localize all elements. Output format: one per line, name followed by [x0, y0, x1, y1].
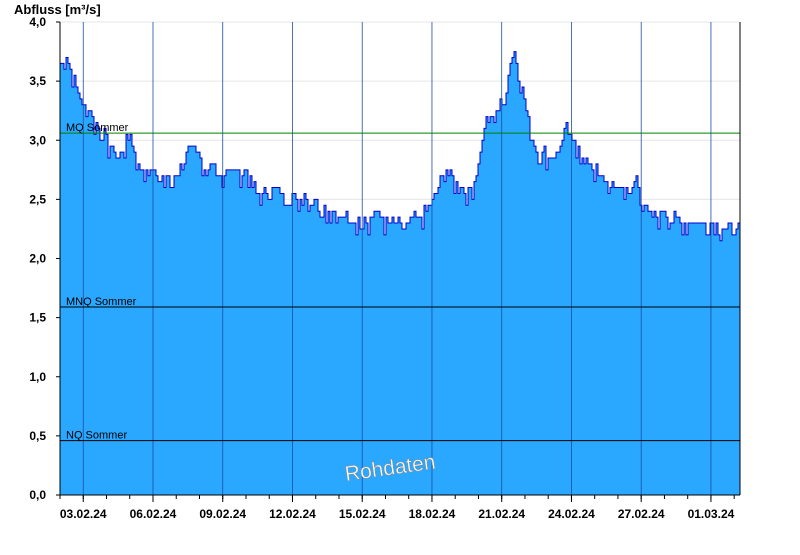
series-layer: [60, 51, 741, 495]
reference-line-label: MQ Sommer: [66, 122, 129, 134]
x-tick-label: 15.02.24: [339, 507, 386, 521]
x-tick-label: 12.02.24: [269, 507, 316, 521]
x-tick-label: 03.02.24: [60, 507, 107, 521]
x-tick-label: 01.03.24: [688, 507, 735, 521]
x-tick-label: 06.02.24: [130, 507, 177, 521]
y-tick-label: 1,0: [29, 370, 46, 384]
x-tick-label: 27.02.24: [618, 507, 665, 521]
y-tick-label: 0,5: [29, 429, 46, 443]
x-tick-label: 21.02.24: [478, 507, 525, 521]
y-tick-label: 1,5: [29, 311, 46, 325]
y-tick-label: 4,0: [29, 15, 46, 29]
axes: 0,0 0,5 1,0 1,5 2,0 2,5 3,0 3,5 4,0 03.02.24 06.02…: [29, 15, 741, 521]
day-lines: [82, 22, 712, 495]
series-line: [60, 51, 741, 242]
x-tick-label: 18.02.24: [409, 507, 456, 521]
series-area-fill: [60, 51, 740, 495]
x-tick-label: 24.02.24: [548, 507, 595, 521]
y-tick-label: 0,0: [29, 488, 46, 502]
y-tick-label: 2,5: [29, 192, 46, 206]
reference-lines: MQ Sommer MNQ Sommer NQ Sommer: [60, 122, 740, 442]
y-tick-label: 2,0: [29, 252, 46, 266]
x-tick-label: 09.02.24: [199, 507, 246, 521]
y-tick-label: 3,5: [29, 74, 46, 88]
reference-line-label: NQ Sommer: [66, 430, 127, 442]
y-tick-label: 3,0: [29, 133, 46, 147]
y-axis-title: Abfluss [m³/s]: [14, 2, 101, 17]
reference-line-label: MNQ Sommer: [66, 296, 137, 308]
